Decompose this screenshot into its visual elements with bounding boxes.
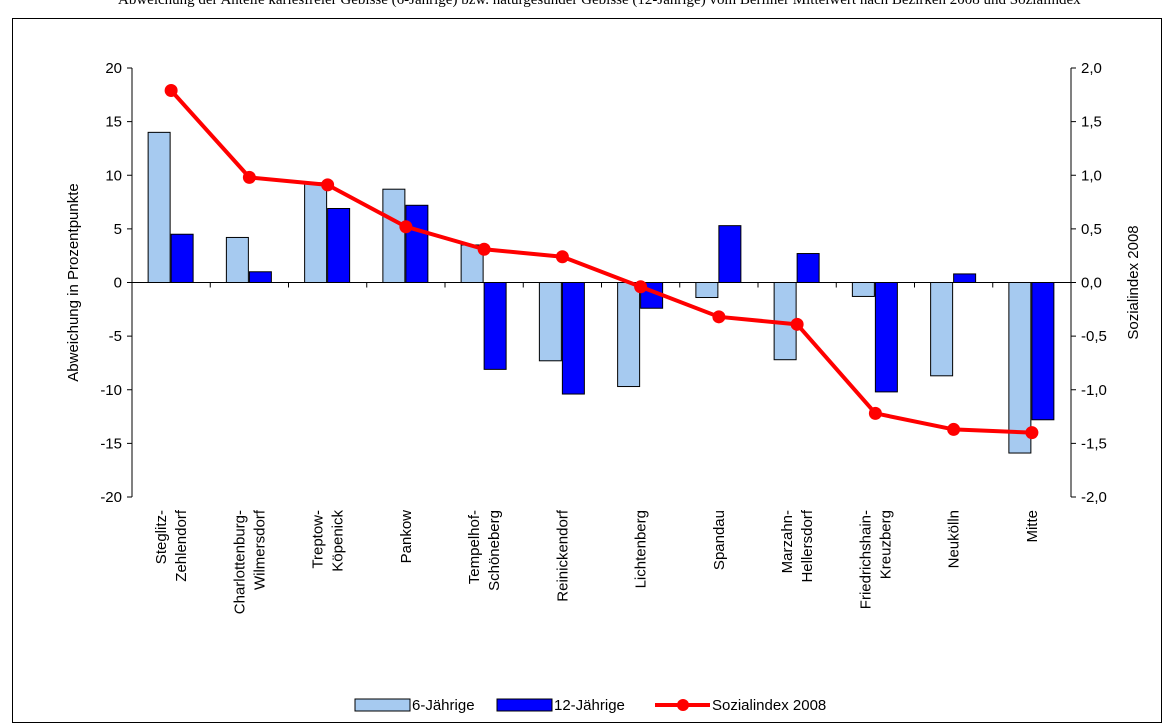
y-tick-label: 15 — [105, 114, 122, 131]
category-label-line: Treptow- — [310, 510, 327, 569]
y2-axis-title: Sozialindex 2008 — [1125, 225, 1142, 339]
bar-6-jaehrige-2 — [304, 182, 328, 284]
y-tick-label: 5 — [114, 221, 122, 238]
category-label-4: Tempelhof- Schöneberg — [466, 510, 503, 591]
bar-12-jaehrige-7 — [718, 225, 742, 283]
chart-caption: Abweichung der Anteile kariesfreier Gebi… — [118, 0, 1081, 8]
bar-6-jaehrige-10 — [930, 282, 954, 377]
sozialindex-point-4 — [477, 242, 491, 256]
legend-swatch-12-jaehrige — [496, 698, 553, 712]
category-label-2: Treptow- Köpenick — [310, 510, 347, 572]
bar-6-jaehrige-6 — [617, 282, 641, 388]
category-label-line: Hellersdorf — [799, 509, 816, 582]
category-label-line: Köpenick — [330, 510, 347, 572]
y-tick-label: 20 — [105, 60, 122, 77]
y2-tick-label: 0,0 — [1081, 275, 1102, 292]
category-label-line: Friedrichshain- — [857, 510, 874, 609]
category-label-line: Wilmersdorf — [251, 509, 268, 590]
y2-tick-label: -1,0 — [1081, 382, 1107, 399]
category-label-7: Spandau — [711, 510, 728, 570]
y-tick-label: -10 — [100, 382, 122, 399]
sozialindex-point-1 — [242, 170, 256, 184]
bar-12-jaehrige-9 — [874, 282, 898, 393]
bar-6-jaehrige-0 — [147, 131, 171, 283]
bars-layer — [147, 131, 1055, 454]
y2-tick-label: 1,0 — [1081, 167, 1102, 184]
category-label-line: Lichtenberg — [633, 510, 650, 588]
category-label-line: Tempelhof- — [466, 510, 483, 584]
bar-12-jaehrige-2 — [327, 207, 351, 283]
category-label-line: Reinickendorf — [554, 509, 571, 602]
y2-tick-label: -2,0 — [1081, 489, 1107, 506]
category-label-line: Pankow — [398, 510, 415, 564]
category-label-9: Friedrichshain- Kreuzberg — [857, 510, 894, 609]
category-label-line: Zehlendorf — [173, 509, 190, 582]
sozialindex-point-7 — [712, 310, 726, 324]
sozialindex-point-0 — [164, 84, 178, 98]
sozialindex-line — [169, 89, 1032, 435]
bar-6-jaehrige-9 — [851, 282, 875, 297]
sozialindex-point-11 — [1025, 426, 1039, 440]
legend-swatch-6-jaehrige — [354, 698, 411, 712]
bar-12-jaehrige-0 — [170, 233, 194, 284]
category-label-1: Charlottenburg- Wilmersdorf — [231, 509, 268, 614]
bar-12-jaehrige-11 — [1031, 282, 1055, 421]
category-label-10: Neukölln — [946, 510, 963, 568]
legend-label-sozialindex: Sozialindex 2008 — [712, 697, 826, 714]
legend-marker-sozialindex — [677, 699, 689, 711]
bar-6-jaehrige-5 — [538, 282, 562, 362]
category-label-11: Mitte — [1024, 510, 1041, 543]
y-tick-label: -15 — [100, 435, 122, 452]
category-label-line: Mitte — [1024, 510, 1041, 543]
y2-tick-label: -0,5 — [1081, 328, 1107, 345]
bar-6-jaehrige-11 — [1008, 282, 1032, 454]
category-label-line: Spandau — [711, 510, 728, 570]
y2-tick-label: 1,5 — [1081, 114, 1102, 131]
bar-12-jaehrige-5 — [561, 282, 585, 395]
category-label-3: Pankow — [398, 510, 415, 564]
chart-frame — [12, 18, 1162, 723]
category-label-5: Reinickendorf — [554, 509, 571, 602]
category-label-line: Charlottenburg- — [231, 510, 248, 614]
line-layer — [164, 84, 1039, 440]
category-label-8: Marzahn- Hellersdorf — [779, 509, 816, 582]
bar-6-jaehrige-7 — [695, 282, 719, 299]
sozialindex-point-3 — [399, 220, 413, 234]
sozialindex-point-10 — [947, 422, 961, 436]
y-tick-label: -20 — [100, 489, 122, 506]
category-labels: Steglitz- Zehlendorf Charlottenburg- Wilmer… — [153, 509, 1041, 614]
legend: 6-Jährige 12-Jährige Sozialindex 2008 — [354, 697, 826, 714]
category-label-0: Steglitz- Zehlendorf — [153, 509, 190, 582]
y2-tick-label: -1,5 — [1081, 435, 1107, 452]
bar-12-jaehrige-1 — [248, 271, 272, 283]
bar-12-jaehrige-4 — [483, 282, 507, 370]
bar-12-jaehrige-10 — [953, 273, 977, 284]
bar-12-jaehrige-3 — [405, 204, 429, 283]
legend-label-12-jaehrige: 12-Jährige — [554, 697, 625, 714]
ticks-layer: 20 15 10 5 0 -5 -10 -15 -20 2,0 1,5 1,0 0,5 0,0 -0,5 -1… — [100, 60, 1107, 506]
y-tick-label: 10 — [105, 167, 122, 184]
category-label-line: Schöneberg — [486, 510, 503, 591]
y-tick-label: 0 — [114, 275, 122, 292]
bar-6-jaehrige-1 — [225, 236, 249, 283]
category-label-line: Steglitz- — [153, 510, 170, 564]
sozialindex-point-8 — [790, 317, 804, 331]
sozialindex-point-6 — [634, 280, 648, 294]
category-label-line: Marzahn- — [779, 510, 796, 573]
y-axis-title: Abweichung in Prozentpunkte — [65, 183, 82, 381]
sozialindex-point-5 — [555, 250, 569, 264]
category-label-line: Kreuzberg — [877, 510, 894, 579]
y2-tick-label: 2,0 — [1081, 60, 1102, 77]
bar-6-jaehrige-3 — [382, 188, 406, 284]
sozialindex-point-9 — [868, 406, 882, 420]
y2-tick-label: 0,5 — [1081, 221, 1102, 238]
y-tick-label: -5 — [109, 328, 122, 345]
category-label-line: Neukölln — [946, 510, 963, 568]
category-label-6: Lichtenberg — [633, 510, 650, 588]
legend-label-6-jaehrige: 6-Jährige — [412, 697, 475, 714]
sozialindex-point-2 — [321, 178, 335, 192]
bar-12-jaehrige-8 — [796, 253, 820, 283]
